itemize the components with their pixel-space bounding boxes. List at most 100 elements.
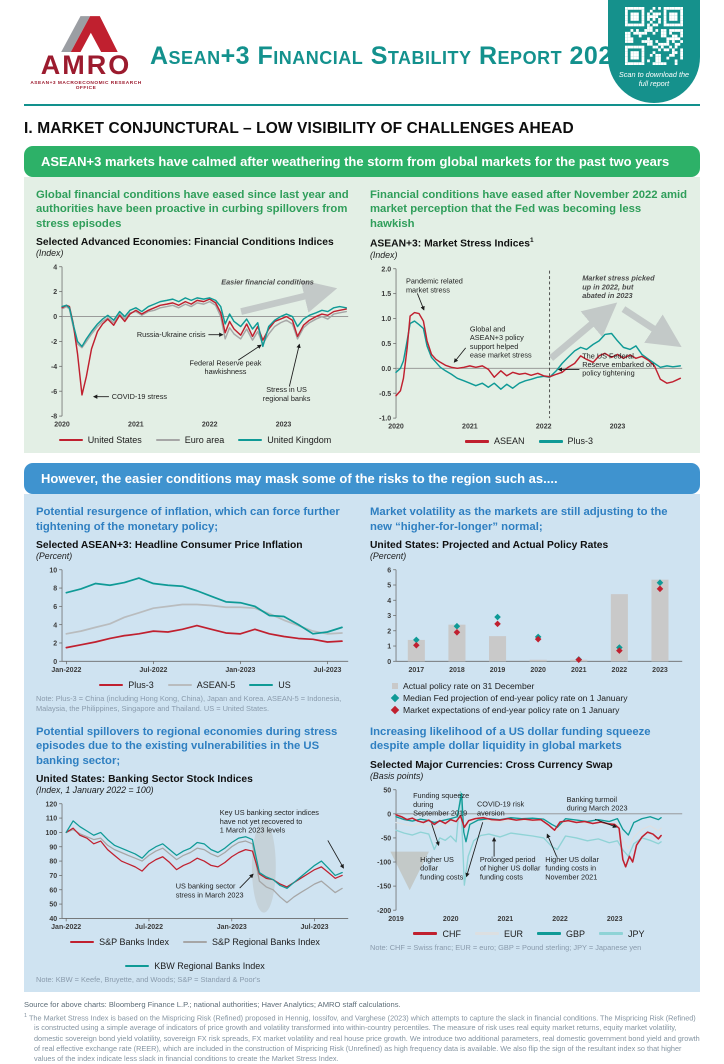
- chart-card-ccs: Increasing likelihood of a US dollar fun…: [370, 723, 688, 985]
- svg-text:2.0: 2.0: [381, 266, 391, 273]
- chart-headline: Potential resurgence of inflation, which…: [36, 506, 340, 533]
- chart-legend: Actual policy rate on 31 December Median …: [390, 681, 688, 715]
- svg-text:2023: 2023: [276, 422, 292, 429]
- legend-item-united-kingdom: United Kingdom: [238, 435, 331, 445]
- legend-item-kbw-regional-banks-index: KBW Regional Banks Index: [125, 961, 265, 971]
- legend-item-median-fed-projection-of-end-year-policy-rate-on-1-january: Median Fed projection of end-year policy…: [390, 693, 628, 703]
- svg-text:4: 4: [53, 623, 57, 630]
- svg-text:60: 60: [49, 888, 57, 895]
- legend-item-market-expectations-of-end-year-policy-rate-on-1-january: Market expectations of end-year policy r…: [390, 705, 619, 715]
- svg-text:50: 50: [49, 902, 57, 909]
- svg-text:-150: -150: [377, 884, 391, 891]
- svg-text:Jan-2022: Jan-2022: [51, 667, 81, 674]
- chart-title: ASEAN+3: Market Stress Indices1: [370, 237, 534, 250]
- svg-text:2021: 2021: [571, 667, 587, 674]
- amro-logo-mark: [61, 16, 118, 52]
- chart-note: Note: Plus-3 = China (including Hong Kon…: [36, 694, 342, 713]
- chart-note: Note: CHF = Swiss franc; EUR = euro; GBP…: [370, 942, 642, 952]
- chart-unit: (Basis points): [370, 771, 424, 781]
- legend-item-euro-area: Euro area: [155, 435, 224, 445]
- chart-title: Selected Advanced Economies: Financial C…: [36, 237, 334, 249]
- chart-unit: (Percent): [370, 551, 407, 562]
- chart-legend: Plus-3 ASEAN-5 US: [36, 680, 354, 690]
- svg-text:Jul-2022: Jul-2022: [135, 924, 163, 931]
- svg-text:80: 80: [49, 859, 57, 866]
- svg-text:2021: 2021: [462, 423, 478, 430]
- svg-text:2022: 2022: [536, 423, 552, 430]
- svg-text:COVID-19 stress: COVID-19 stress: [112, 392, 168, 401]
- legend-item-united-states: United States: [58, 435, 142, 445]
- chart-card-policy: Market volatility as the markets are sti…: [370, 503, 688, 715]
- section-heading: I. MARKET CONJUNCTURAL – LOW VISIBILITY …: [24, 120, 574, 137]
- svg-text:-0.5: -0.5: [379, 391, 391, 398]
- svg-text:2020: 2020: [388, 423, 404, 430]
- chart-legend: CHF EUR GBP JPY: [370, 929, 688, 939]
- legend-item-gbp: GBP: [536, 929, 585, 939]
- legend-item-asean: ASEAN: [464, 436, 525, 446]
- chart-unit: (Index, 1 January 2022 = 100): [36, 785, 154, 796]
- svg-text:Jan-2023: Jan-2023: [217, 924, 247, 931]
- svg-text:0.5: 0.5: [381, 341, 391, 348]
- svg-text:90: 90: [49, 845, 57, 852]
- chart-unit: (Index): [370, 249, 398, 260]
- chart-unit: (Percent): [36, 551, 73, 562]
- svg-text:70: 70: [49, 873, 57, 880]
- chart-headline: Financial conditions have eased after No…: [370, 189, 688, 230]
- legend-item-s-p-regional-banks-index: S&P Regional Banks Index: [182, 937, 320, 947]
- svg-text:2019: 2019: [490, 667, 506, 674]
- legend-item-s-p-banks-index: S&P Banks Index: [70, 937, 169, 947]
- header-divider: [24, 104, 700, 106]
- chart-headline: Global financial conditions have eased s…: [36, 189, 349, 230]
- svg-text:-100: -100: [377, 860, 391, 867]
- svg-text:0: 0: [387, 811, 391, 818]
- svg-text:-1.0: -1.0: [379, 415, 391, 422]
- svg-text:110: 110: [46, 816, 57, 823]
- report-title: Asean+3 Financial Stability Report 2023: [150, 42, 628, 70]
- svg-text:-8: -8: [51, 414, 57, 421]
- svg-text:2019: 2019: [388, 916, 404, 923]
- svg-text:2022: 2022: [202, 422, 218, 429]
- banner-green: ASEAN+3 markets have calmed after weathe…: [24, 146, 700, 177]
- panel-risks: Potential resurgence of inflation, which…: [24, 494, 700, 993]
- logo-wordmark: AMRO: [40, 50, 132, 80]
- svg-text:4: 4: [387, 598, 391, 605]
- svg-text:Jul-2022: Jul-2022: [139, 667, 167, 674]
- svg-text:8: 8: [53, 586, 57, 593]
- banner-blue: However, the easier conditions may mask …: [24, 463, 700, 495]
- svg-text:Jul-2023: Jul-2023: [313, 667, 341, 674]
- chart-headline: Market volatility as the markets are sti…: [370, 506, 668, 533]
- svg-text:2: 2: [53, 641, 57, 648]
- panel-calmed-markets: Global financial conditions have eased s…: [24, 177, 700, 454]
- svg-text:2018: 2018: [449, 667, 465, 674]
- chart-title: United States: Banking Sector Stock Indi…: [36, 774, 253, 786]
- svg-text:0: 0: [387, 659, 391, 666]
- svg-text:4: 4: [53, 265, 57, 272]
- svg-text:0: 0: [53, 659, 57, 666]
- qr-badge[interactable]: Scan to download the full report: [608, 0, 700, 103]
- chart-card-banks: Potential spillovers to regional economi…: [36, 723, 354, 985]
- chart-card-msi: Financial conditions have eased after No…: [370, 186, 688, 446]
- chart-headline: Increasing likelihood of a US dollar fun…: [370, 726, 651, 753]
- svg-text:1: 1: [387, 644, 391, 651]
- footnote: 1 The Market Stress Index is based on th…: [24, 1012, 700, 1064]
- svg-text:2017: 2017: [409, 667, 425, 674]
- chart-note: Note: KBW = Keefe, Bruyette, and Woods; …: [36, 975, 261, 985]
- svg-text:120: 120: [45, 802, 57, 809]
- logo-tagline: ASEAN+3 MACROECONOMIC RESEARCH OFFICE: [30, 81, 142, 91]
- legend-item-eur: EUR: [474, 929, 523, 939]
- svg-text:2023: 2023: [652, 667, 668, 674]
- svg-text:6: 6: [53, 604, 57, 611]
- svg-text:2023: 2023: [610, 423, 626, 430]
- svg-text:2021: 2021: [128, 422, 144, 429]
- svg-text:2023: 2023: [607, 916, 623, 923]
